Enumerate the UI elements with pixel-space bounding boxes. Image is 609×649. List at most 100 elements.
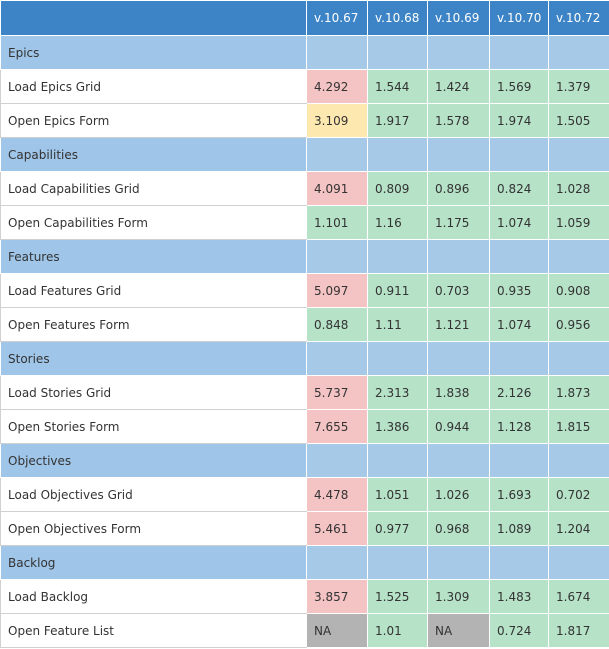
- timing-cell: 1.01: [367, 613, 428, 648]
- section-row: Features: [0, 239, 609, 274]
- section-empty-cell: [427, 239, 490, 274]
- timing-cell: 1.074: [489, 307, 549, 342]
- metric-label: Open Feature List: [0, 613, 307, 648]
- metric-label: Load Features Grid: [0, 273, 307, 308]
- timing-cell: 1.028: [548, 171, 609, 206]
- version-header: v.10.67: [306, 0, 368, 36]
- timing-cell: 1.483: [489, 579, 549, 614]
- timing-cell: 0.703: [427, 273, 490, 308]
- section-title: Backlog: [0, 545, 307, 580]
- timing-cell: 1.089: [489, 511, 549, 546]
- section-row: Objectives: [0, 443, 609, 478]
- section-title: Objectives: [0, 443, 307, 478]
- table-row: Load Epics Grid 4.292 1.544 1.424 1.569 1.379: [0, 69, 609, 104]
- metric-label: Load Capabilities Grid: [0, 171, 307, 206]
- section-empty-cell: [306, 239, 368, 274]
- timing-cell: 1.505: [548, 103, 609, 138]
- metric-label: Load Backlog: [0, 579, 307, 614]
- timing-cell: 1.424: [427, 69, 490, 104]
- section-title: Features: [0, 239, 307, 274]
- timing-cell: 0.809: [367, 171, 428, 206]
- table-row: Open Features Form 0.848 1.11 1.121 1.074 0.9…: [0, 307, 609, 342]
- section-empty-cell: [548, 137, 609, 172]
- timing-cell: 3.857: [306, 579, 368, 614]
- section-empty-cell: [367, 239, 428, 274]
- table-row: Open Capabilities Form 1.101 1.16 1.175 1.07…: [0, 205, 609, 240]
- timing-cell: 1.578: [427, 103, 490, 138]
- section-empty-cell: [489, 341, 549, 376]
- timing-cell: 1.838: [427, 375, 490, 410]
- section-row: Stories: [0, 341, 609, 376]
- timing-cell: 1.569: [489, 69, 549, 104]
- timing-cell: 2.313: [367, 375, 428, 410]
- timing-cell: 1.16: [367, 205, 428, 240]
- section-empty-cell: [489, 443, 549, 478]
- timing-cell: 1.815: [548, 409, 609, 444]
- section-title: Capabilities: [0, 137, 307, 172]
- section-empty-cell: [548, 443, 609, 478]
- timing-cell: 4.091: [306, 171, 368, 206]
- timing-cell: 1.074: [489, 205, 549, 240]
- timing-cell: 7.655: [306, 409, 368, 444]
- section-empty-cell: [548, 239, 609, 274]
- timing-cell: 1.051: [367, 477, 428, 512]
- timing-cell: 1.974: [489, 103, 549, 138]
- section-empty-cell: [367, 443, 428, 478]
- section-empty-cell: [427, 545, 490, 580]
- section-empty-cell: [548, 341, 609, 376]
- section-row: Backlog: [0, 545, 609, 580]
- timing-cell: 2.126: [489, 375, 549, 410]
- section-empty-cell: [489, 137, 549, 172]
- timing-cell: NA: [306, 613, 368, 648]
- table-row: Open Stories Form 7.655 1.386 0.944 1.128 1.8…: [0, 409, 609, 444]
- section-title: Epics: [0, 35, 307, 70]
- section-empty-cell: [548, 35, 609, 70]
- timing-cell: 0.702: [548, 477, 609, 512]
- section-empty-cell: [367, 137, 428, 172]
- table-row: Open Feature List NA 1.01 NA 0.724 1.817: [0, 613, 609, 648]
- section-empty-cell: [306, 545, 368, 580]
- timing-cell: 5.097: [306, 273, 368, 308]
- timing-cell: 0.824: [489, 171, 549, 206]
- timing-cell: 1.379: [548, 69, 609, 104]
- section-empty-cell: [306, 137, 368, 172]
- table-body: Epics Load Epics Grid 4.292 1.544 1.424 1.569…: [0, 35, 609, 648]
- timing-cell: 1.873: [548, 375, 609, 410]
- timing-cell: 1.175: [427, 205, 490, 240]
- timing-cell: 1.026: [427, 477, 490, 512]
- section-empty-cell: [367, 35, 428, 70]
- section-empty-cell: [489, 545, 549, 580]
- section-empty-cell: [489, 239, 549, 274]
- section-title: Stories: [0, 341, 307, 376]
- timing-cell: 0.968: [427, 511, 490, 546]
- timing-cell: 1.817: [548, 613, 609, 648]
- table-row: Load Features Grid 5.097 0.911 0.703 0.935 0.…: [0, 273, 609, 308]
- section-empty-cell: [548, 545, 609, 580]
- timing-cell: 1.059: [548, 205, 609, 240]
- timing-cell: 1.525: [367, 579, 428, 614]
- timing-cell: 0.977: [367, 511, 428, 546]
- version-header: v.10.70: [489, 0, 549, 36]
- version-header: v.10.68: [367, 0, 428, 36]
- table-row: Load Backlog 3.857 1.525 1.309 1.483 1.674: [0, 579, 609, 614]
- timing-cell: NA: [427, 613, 490, 648]
- timing-cell: 4.292: [306, 69, 368, 104]
- metric-label: Open Features Form: [0, 307, 307, 342]
- timing-cell: 5.461: [306, 511, 368, 546]
- timing-cell: 0.935: [489, 273, 549, 308]
- metric-label: Open Stories Form: [0, 409, 307, 444]
- section-empty-cell: [427, 341, 490, 376]
- metric-label: Open Capabilities Form: [0, 205, 307, 240]
- timing-cell: 1.128: [489, 409, 549, 444]
- timing-cell: 0.724: [489, 613, 549, 648]
- section-empty-cell: [367, 545, 428, 580]
- table-row: Load Capabilities Grid 4.091 0.809 0.896 0.8…: [0, 171, 609, 206]
- version-header: v.10.72: [548, 0, 609, 36]
- timing-cell: 1.386: [367, 409, 428, 444]
- timing-cell: 1.544: [367, 69, 428, 104]
- section-empty-cell: [427, 35, 490, 70]
- section-row: Epics: [0, 35, 609, 70]
- metric-label: Load Stories Grid: [0, 375, 307, 410]
- timing-cell: 4.478: [306, 477, 368, 512]
- section-empty-cell: [427, 443, 490, 478]
